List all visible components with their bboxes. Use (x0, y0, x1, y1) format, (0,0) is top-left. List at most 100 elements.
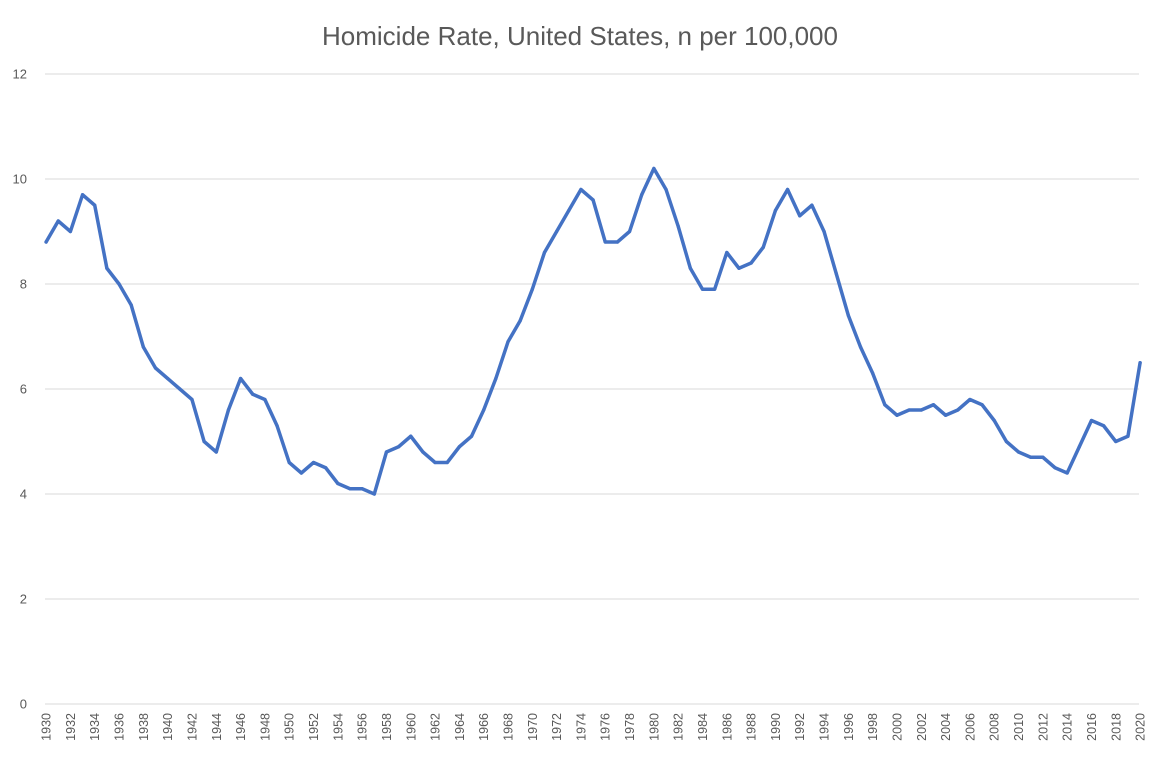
data-point-1955 (348, 487, 352, 491)
data-point-1985 (713, 287, 717, 291)
data-point-2018 (1114, 439, 1118, 444)
x-tick-label: 1942 (185, 713, 199, 741)
data-point-2019 (1126, 434, 1130, 438)
x-tick-label: 1988 (745, 713, 759, 741)
data-point-1951 (299, 471, 303, 475)
x-tick-label: 2016 (1085, 713, 1099, 741)
data-point-1987 (737, 266, 741, 270)
data-point-1978 (627, 229, 632, 234)
x-tick-label: 1992 (793, 713, 807, 741)
y-tick-label: 0 (20, 697, 27, 712)
x-tick-label: 1976 (599, 713, 613, 741)
data-point-1958 (384, 450, 389, 454)
data-point-1977 (615, 240, 620, 244)
data-point-1996 (846, 313, 850, 318)
data-point-1944 (214, 450, 218, 454)
data-point-2003 (931, 403, 936, 407)
data-point-1957 (372, 492, 376, 496)
y-tick-label: 10 (13, 172, 27, 187)
data-point-1936 (117, 282, 121, 286)
data-point-1960 (409, 434, 413, 438)
data-point-1982 (676, 224, 680, 228)
x-tick-label: 2010 (1012, 713, 1026, 741)
data-point-1976 (603, 240, 607, 244)
x-tick-label: 2004 (939, 713, 953, 741)
data-point-2005 (956, 408, 960, 412)
x-tick-label: 1980 (647, 713, 661, 741)
data-point-2011 (1029, 455, 1033, 459)
data-point-1970 (530, 287, 534, 291)
data-point-1992 (798, 214, 802, 218)
data-point-1993 (810, 203, 814, 207)
data-point-1937 (129, 303, 133, 307)
data-point-2002 (919, 408, 923, 412)
x-tick-label: 1954 (331, 713, 345, 741)
data-point-1986 (725, 250, 729, 255)
chart-title: Homicide Rate, United States, n per 100,… (322, 21, 838, 51)
data-point-1947 (251, 392, 255, 396)
data-point-2014 (1065, 471, 1069, 475)
x-tick-label: 1974 (574, 713, 588, 741)
data-point-1952 (311, 460, 316, 465)
x-tick-label: 1948 (258, 713, 272, 741)
x-tick-label: 1934 (88, 713, 102, 741)
x-tick-label: 1970 (526, 713, 540, 741)
data-point-1948 (263, 397, 267, 402)
data-point-1962 (433, 460, 437, 465)
data-point-1933 (80, 193, 85, 197)
x-tick-label: 1938 (137, 713, 151, 741)
data-point-1930 (44, 240, 48, 244)
data-point-1967 (494, 376, 498, 381)
data-point-1979 (640, 193, 644, 197)
data-point-1946 (238, 376, 243, 381)
data-point-1966 (482, 408, 486, 412)
data-point-1994 (822, 229, 826, 234)
y-tick-label: 12 (13, 67, 27, 82)
x-tick-label: 1964 (453, 713, 467, 741)
x-tick-label: 1944 (210, 713, 224, 741)
data-point-1956 (360, 487, 364, 491)
x-tick-label: 1990 (769, 713, 783, 741)
x-tick-label: 1958 (380, 713, 394, 741)
x-tick-label: 1956 (356, 713, 370, 741)
x-tick-label: 2008 (988, 713, 1002, 741)
gridlines (45, 73, 1139, 705)
data-point-1971 (542, 250, 547, 255)
data-point-1965 (469, 434, 474, 438)
x-tick-label: 1972 (550, 713, 564, 741)
data-point-1991 (785, 187, 790, 192)
y-tick-label: 4 (20, 487, 27, 502)
data-point-2007 (980, 403, 984, 407)
data-point-1961 (421, 450, 425, 454)
x-tick-label: 1936 (113, 713, 127, 741)
x-axis-ticks: 1930 1932 1934 1936 1938 1940 1942 1944 1946 1948… (40, 713, 1148, 741)
x-tick-label: 2002 (915, 713, 929, 741)
x-tick-label: 2020 (1134, 713, 1148, 741)
series-line-homicide-rate (44, 166, 1142, 496)
data-point-1959 (397, 445, 401, 449)
data-point-2001 (907, 408, 911, 412)
x-tick-label: 1962 (429, 713, 443, 741)
data-point-1949 (275, 424, 279, 428)
data-point-2010 (1016, 450, 1021, 454)
x-tick-label: 1946 (234, 713, 248, 741)
x-tick-label: 2018 (1109, 713, 1123, 741)
x-tick-label: 1984 (696, 713, 710, 741)
data-point-2008 (992, 418, 996, 423)
data-point-1935 (105, 266, 109, 270)
x-tick-label: 2000 (890, 713, 904, 741)
x-tick-label: 1960 (404, 713, 418, 741)
data-point-1989 (761, 245, 765, 249)
data-point-1963 (445, 460, 449, 465)
data-point-2000 (895, 413, 899, 417)
data-point-1941 (178, 387, 182, 391)
data-point-1942 (190, 397, 194, 402)
data-point-2016 (1089, 418, 1094, 423)
y-tick-label: 6 (20, 382, 27, 397)
data-point-1972 (555, 229, 559, 234)
data-point-1931 (56, 219, 60, 223)
x-tick-label: 1952 (307, 713, 321, 741)
y-axis-ticks: 0 2 4 6 8 10 12 (13, 67, 27, 712)
data-point-1950 (287, 460, 291, 465)
data-point-1981 (664, 187, 668, 192)
